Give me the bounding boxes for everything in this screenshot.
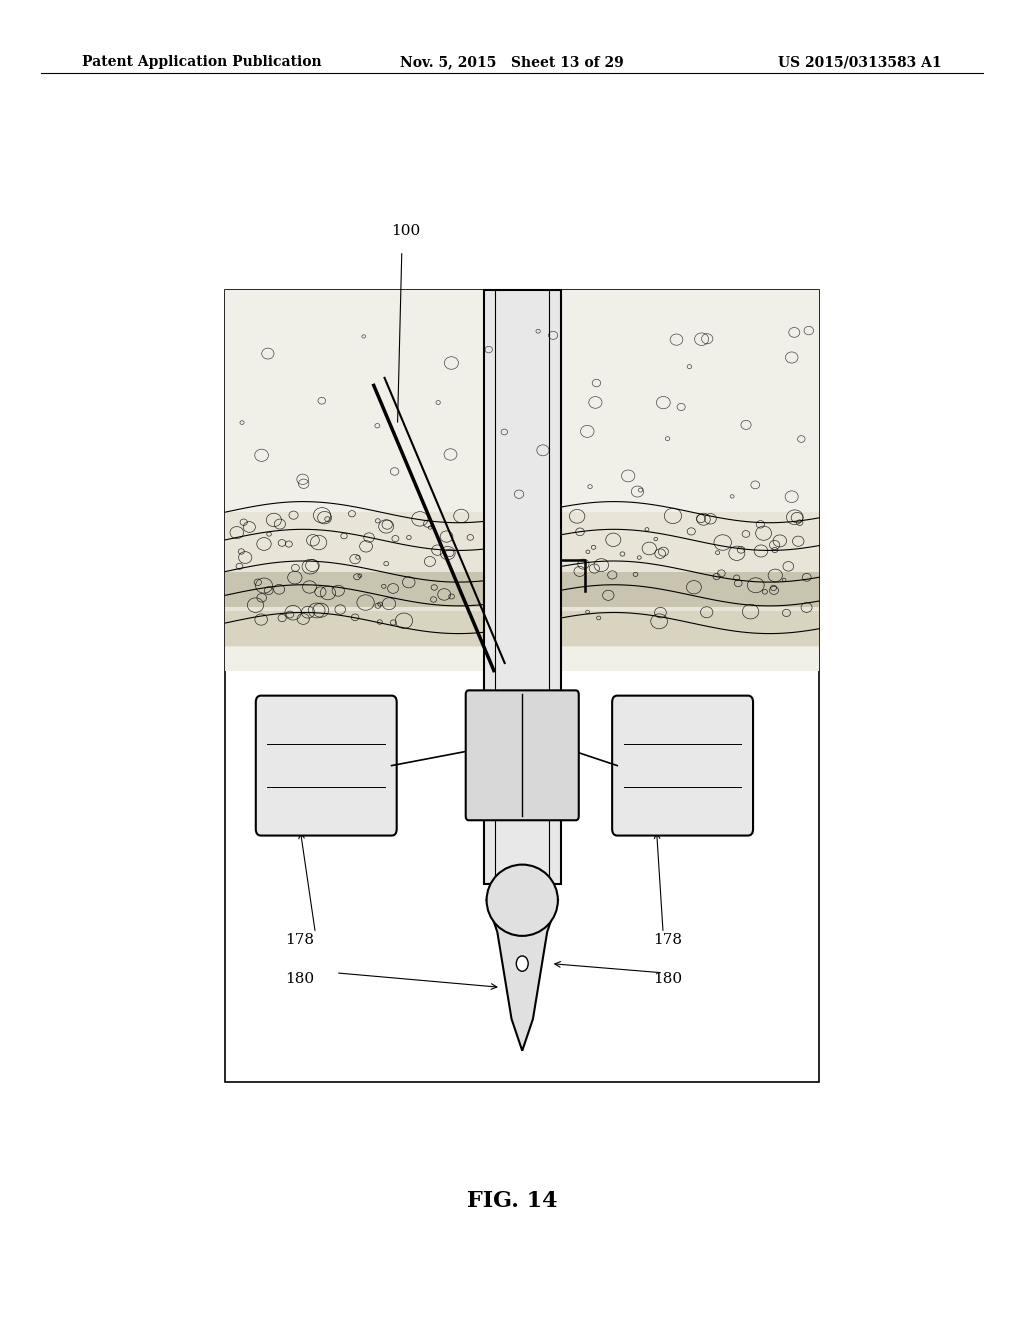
Text: FIG. 14: FIG. 14: [467, 1191, 557, 1212]
FancyBboxPatch shape: [466, 690, 579, 820]
Text: Nov. 5, 2015   Sheet 13 of 29: Nov. 5, 2015 Sheet 13 of 29: [400, 55, 624, 70]
FancyBboxPatch shape: [483, 290, 561, 884]
Text: 178: 178: [653, 933, 682, 946]
FancyBboxPatch shape: [225, 572, 819, 607]
Polygon shape: [486, 900, 558, 1051]
Text: Patent Application Publication: Patent Application Publication: [82, 55, 322, 70]
FancyBboxPatch shape: [225, 512, 819, 647]
Circle shape: [516, 956, 528, 972]
FancyBboxPatch shape: [225, 611, 819, 647]
Text: 178: 178: [285, 933, 313, 946]
FancyBboxPatch shape: [256, 696, 396, 836]
Text: 100: 100: [391, 223, 421, 238]
Text: 180: 180: [653, 973, 682, 986]
FancyBboxPatch shape: [225, 290, 819, 1082]
Text: US 2015/0313583 A1: US 2015/0313583 A1: [778, 55, 942, 70]
Ellipse shape: [486, 865, 558, 936]
Text: 180: 180: [285, 973, 313, 986]
FancyBboxPatch shape: [612, 696, 753, 836]
FancyBboxPatch shape: [225, 290, 819, 671]
